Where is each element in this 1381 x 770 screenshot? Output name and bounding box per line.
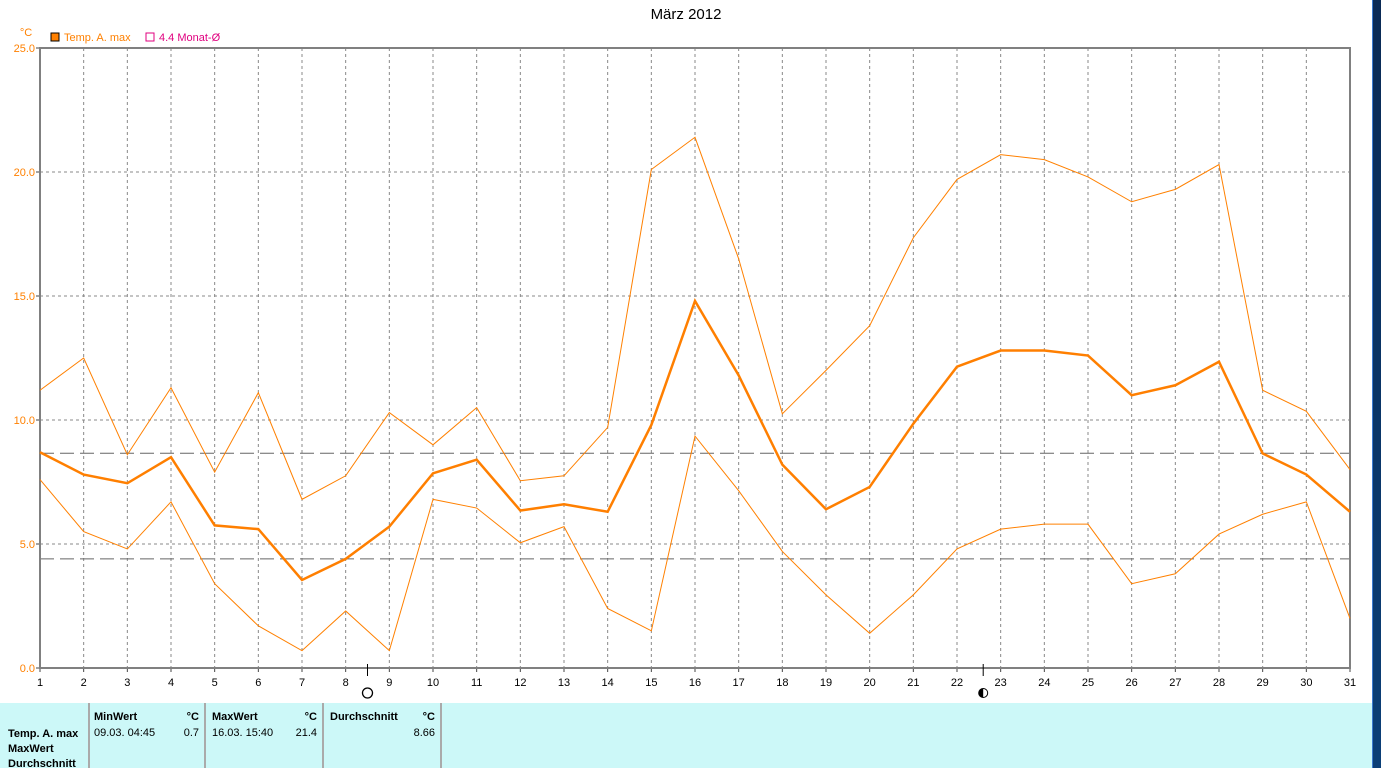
- x-tick-label: 13: [558, 677, 570, 689]
- x-tick-label: 20: [864, 677, 876, 689]
- full-moon-icon: [363, 688, 373, 698]
- y-tick-label: 5.0: [20, 539, 35, 551]
- y-tick-label: 20.0: [14, 167, 35, 179]
- x-tick-label: 7: [299, 677, 305, 689]
- max-column: MaxWert °C 16.03. 15:40 21.4: [206, 703, 324, 768]
- unit: °C: [305, 711, 317, 723]
- row-label: Durchschnitt: [8, 758, 76, 770]
- x-tick-label: 14: [602, 677, 614, 689]
- x-tick-label: 18: [776, 677, 788, 689]
- x-tick-label: 31: [1344, 677, 1356, 689]
- x-tick-label: 29: [1257, 677, 1269, 689]
- legend-swatch: [146, 33, 154, 41]
- y-tick-label: 0.0: [20, 663, 35, 675]
- legend-label: Temp. A. max: [64, 32, 131, 44]
- x-tick-label: 10: [427, 677, 439, 689]
- x-tick-label: 22: [951, 677, 963, 689]
- x-tick-label: 30: [1300, 677, 1312, 689]
- stats-table: Temp. A. max MaxWert Durchschnitt MinWer…: [0, 703, 1372, 768]
- row-label: MaxWert: [8, 743, 54, 755]
- x-tick-label: 1: [37, 677, 43, 689]
- x-tick-label: 12: [514, 677, 526, 689]
- avg-value: 8.66: [414, 727, 435, 739]
- x-tick-label: 21: [907, 677, 919, 689]
- y-tick-label: 10.0: [14, 415, 35, 427]
- x-tick-label: 19: [820, 677, 832, 689]
- x-tick-label: 23: [995, 677, 1007, 689]
- max-date: 16.03. 15:40: [212, 727, 273, 739]
- window-edge: [1372, 0, 1381, 768]
- min-header: MinWert: [94, 711, 137, 723]
- x-tick-label: 11: [471, 677, 482, 689]
- x-tick-label: 8: [343, 677, 349, 689]
- x-tick-label: 26: [1126, 677, 1138, 689]
- avg-header: Durchschnitt: [330, 711, 398, 723]
- x-tick-label: 17: [733, 677, 745, 689]
- x-tick-label: 28: [1213, 677, 1225, 689]
- row-labels-column: Temp. A. max MaxWert Durchschnitt: [0, 703, 90, 768]
- x-tick-label: 25: [1082, 677, 1094, 689]
- legend-label: 4.4 Monat-Ø: [159, 32, 221, 44]
- x-tick-label: 16: [689, 677, 701, 689]
- legend-swatch: [51, 33, 59, 41]
- y-tick-label: 25.0: [14, 43, 35, 55]
- y-tick-label: 15.0: [14, 291, 35, 303]
- min-date: 09.03. 04:45: [94, 727, 155, 739]
- max-value: 21.4: [296, 727, 317, 739]
- x-tick-label: 27: [1169, 677, 1181, 689]
- x-tick-label: 4: [168, 677, 174, 689]
- x-tick-label: 24: [1038, 677, 1050, 689]
- x-tick-label: 15: [645, 677, 657, 689]
- x-tick-label: 3: [124, 677, 130, 689]
- avg-column: Durchschnitt °C 8.66: [324, 703, 442, 768]
- min-value: 0.7: [184, 727, 199, 739]
- unit: °C: [187, 711, 199, 723]
- x-tick-label: 2: [81, 677, 87, 689]
- max-header: MaxWert: [212, 711, 258, 723]
- x-tick-label: 9: [386, 677, 392, 689]
- row-label: Temp. A. max: [8, 728, 78, 740]
- x-tick-label: 6: [255, 677, 261, 689]
- min-column: MinWert °C 09.03. 04:45 0.7: [90, 703, 206, 768]
- unit: °C: [423, 711, 435, 723]
- x-tick-label: 5: [212, 677, 218, 689]
- y-axis-unit: °C: [20, 27, 32, 39]
